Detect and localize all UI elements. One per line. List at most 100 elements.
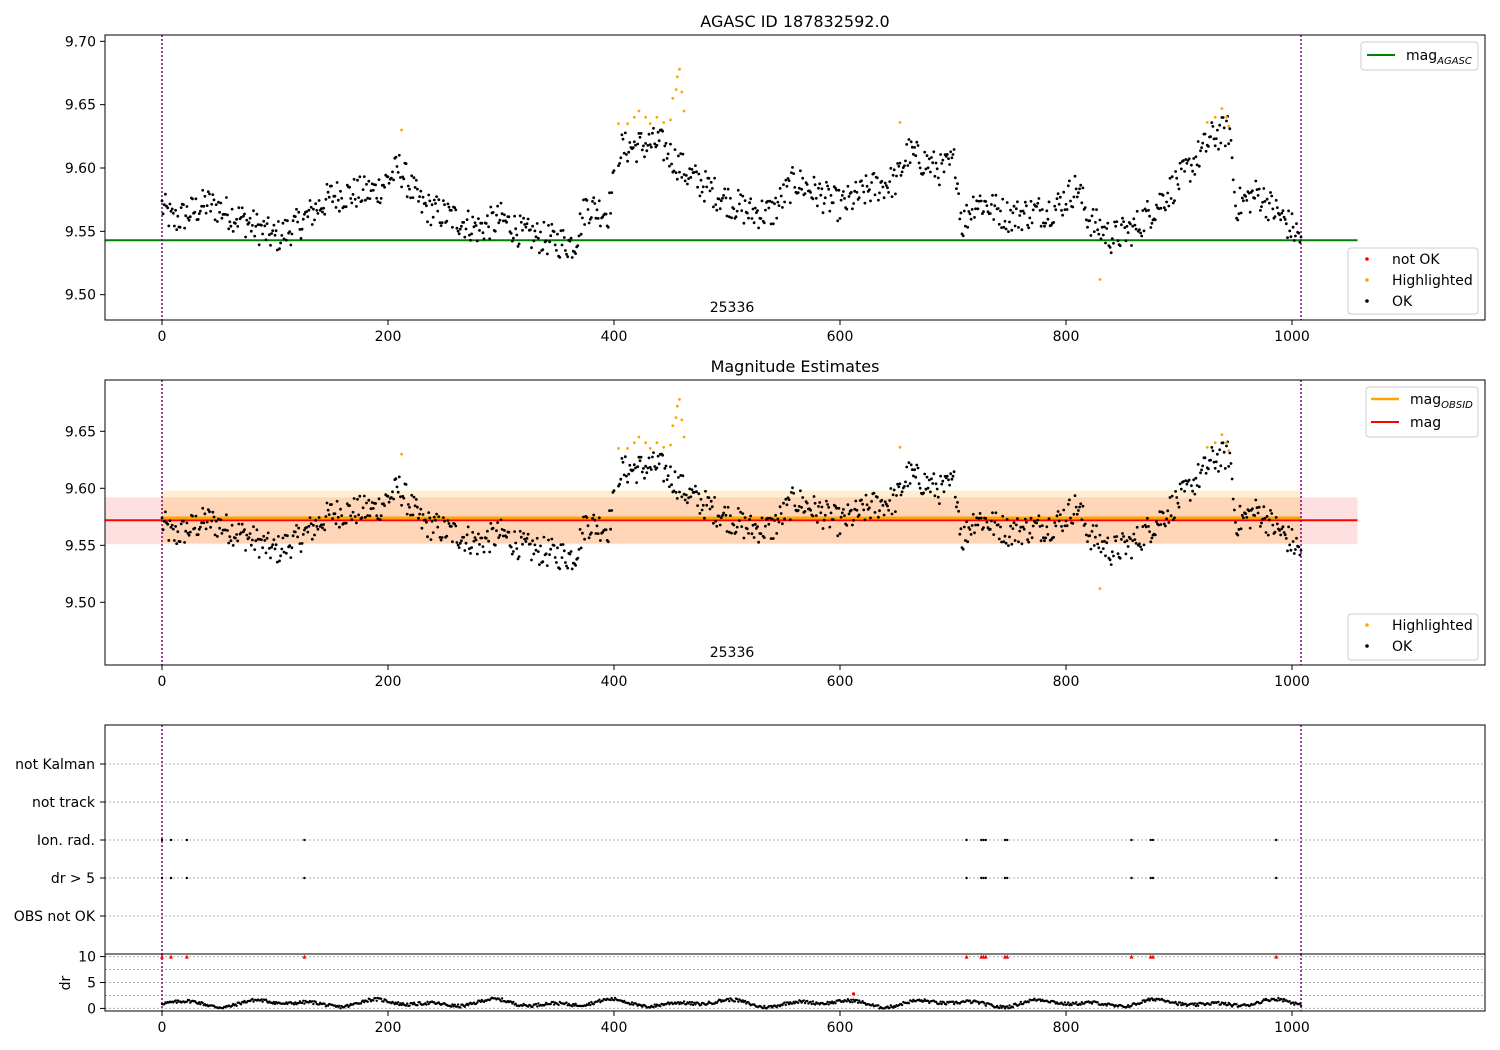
- ok-point: [977, 199, 981, 203]
- ok-point: [468, 233, 471, 237]
- ok-point: [639, 455, 643, 459]
- ok-point: [891, 173, 895, 177]
- ok-point: [817, 505, 820, 508]
- ok-point: [652, 126, 655, 130]
- highlighted-point: [678, 398, 681, 401]
- flag-point: [160, 876, 164, 880]
- ok-point: [312, 523, 315, 527]
- ok-point: [496, 204, 499, 208]
- ok-point: [322, 523, 325, 526]
- ok-point: [757, 226, 760, 230]
- ok-point: [186, 531, 190, 535]
- ok-point: [924, 487, 928, 491]
- ok-point: [1040, 524, 1044, 527]
- ok-point: [1257, 505, 1261, 509]
- ok-point: [186, 216, 190, 220]
- dr-point: [851, 1001, 854, 1004]
- ok-point: [1225, 119, 1228, 123]
- ok-point: [440, 221, 444, 225]
- ok-point: [718, 523, 722, 527]
- ok-point: [1125, 224, 1129, 228]
- highlighted-point: [1098, 587, 1102, 590]
- ok-point: [670, 483, 673, 487]
- ok-point: [849, 190, 853, 194]
- ok-point: [421, 195, 425, 199]
- ok-point: [360, 199, 364, 203]
- ok-point: [965, 520, 968, 524]
- ok-point: [1043, 539, 1046, 543]
- ok-point: [725, 530, 729, 533]
- ok-point: [1197, 164, 1201, 168]
- dr-point: [1277, 996, 1280, 1000]
- ok-point: [1095, 208, 1098, 212]
- ok-point: [240, 206, 244, 210]
- ok-point: [862, 508, 866, 512]
- ok-point: [967, 210, 971, 213]
- ok-point: [524, 225, 528, 229]
- dr-point: [359, 1002, 363, 1005]
- ok-point: [639, 132, 643, 135]
- flag-point: [965, 876, 968, 880]
- ok-point: [313, 218, 316, 222]
- ok-point: [1129, 537, 1132, 541]
- ok-point: [171, 527, 175, 531]
- ok-point: [1018, 214, 1022, 217]
- ok-point: [930, 156, 933, 159]
- dr-point: [699, 1003, 703, 1006]
- ok-point: [1212, 460, 1216, 464]
- flag-point: [1274, 876, 1278, 880]
- ok-point: [663, 144, 667, 148]
- ok-point: [443, 203, 446, 207]
- dr-point: [264, 998, 268, 1001]
- ok-point: [526, 532, 530, 536]
- ok-point: [1124, 239, 1128, 243]
- ok-point: [831, 518, 835, 521]
- ok-point: [429, 223, 433, 227]
- ok-point: [560, 243, 564, 247]
- ok-point: [645, 149, 649, 153]
- dr-point: [641, 1005, 644, 1008]
- ok-point: [931, 161, 935, 165]
- ok-point: [1193, 173, 1197, 176]
- ok-point: [516, 245, 520, 248]
- ok-point: [1245, 199, 1249, 202]
- ok-point: [278, 247, 281, 251]
- ok-point: [993, 520, 997, 524]
- ok-point: [703, 199, 706, 203]
- ok-point: [854, 499, 858, 503]
- ok-point: [783, 200, 786, 204]
- legend-notok-marker: [1365, 257, 1369, 261]
- ok-point: [414, 178, 418, 182]
- ok-point: [1057, 202, 1061, 206]
- ok-point: [1286, 549, 1289, 553]
- ok-point: [1176, 183, 1180, 186]
- ok-point: [235, 533, 239, 536]
- ok-point: [697, 172, 701, 176]
- ok-point: [747, 532, 750, 535]
- ok-point: [1169, 197, 1173, 200]
- ok-point: [205, 204, 209, 208]
- ok-point: [1268, 201, 1271, 205]
- ok-point: [349, 197, 353, 200]
- ok-point: [631, 146, 635, 150]
- dr-point: [453, 1003, 456, 1006]
- dr-point: [1184, 1002, 1188, 1006]
- ok-point: [973, 216, 976, 219]
- ok-point: [478, 543, 481, 546]
- ok-point: [873, 511, 877, 514]
- ok-point: [488, 550, 492, 554]
- ok-point: [1012, 521, 1016, 525]
- ok-point: [774, 196, 777, 200]
- ok-point: [228, 535, 232, 539]
- ok-point: [256, 537, 260, 541]
- ok-point: [1139, 545, 1142, 549]
- ok-point: [377, 497, 381, 501]
- flag-label-not-kalman: not Kalman: [15, 757, 95, 773]
- ok-point: [296, 220, 299, 224]
- ok-point: [270, 232, 273, 235]
- ok-point: [547, 538, 550, 542]
- ok-point: [296, 535, 299, 539]
- ok-point: [574, 252, 577, 256]
- ok-point: [305, 210, 308, 214]
